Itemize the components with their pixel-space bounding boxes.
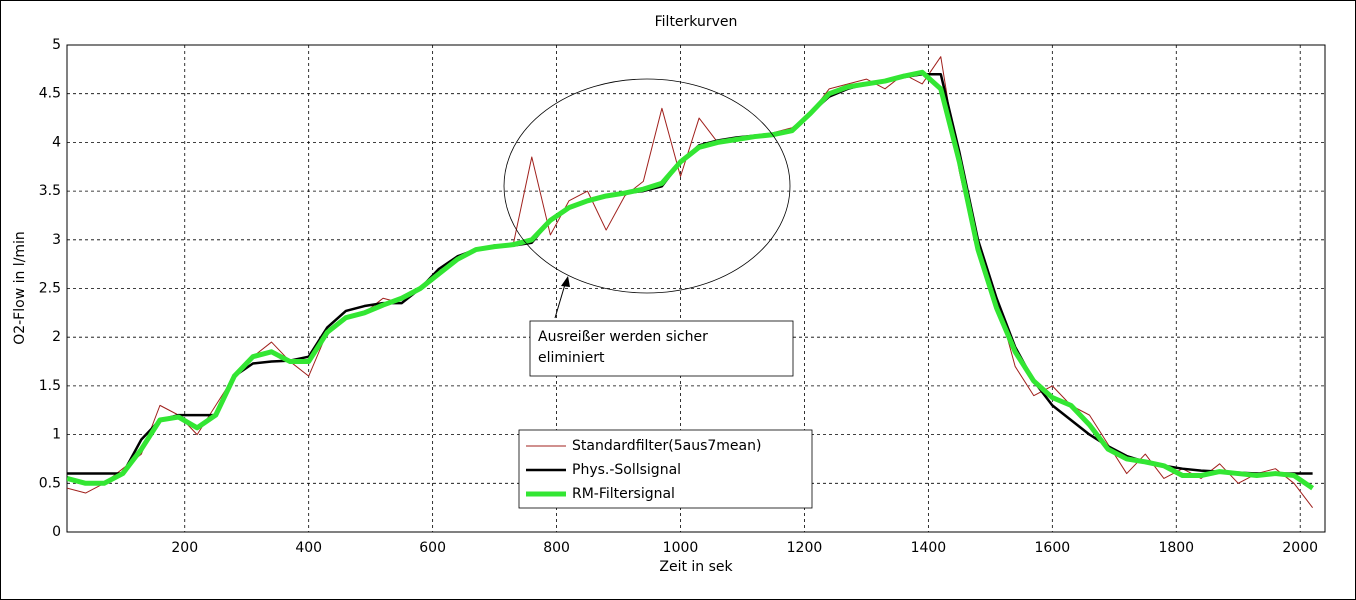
y-tick-label: 1 xyxy=(52,427,61,443)
y-tick-label: 4 xyxy=(52,134,61,150)
x-tick-label: 1600 xyxy=(1035,540,1071,556)
plot-border xyxy=(66,44,1326,533)
y-tick-label: 2 xyxy=(52,329,61,345)
annotation-text: eliminiert xyxy=(538,350,605,366)
x-tick-label: 800 xyxy=(543,540,570,556)
series-line xyxy=(67,56,1314,508)
arrow-head xyxy=(561,276,570,287)
y-axis-label: O2-Flow in l/min xyxy=(12,231,28,345)
y-tick-label: 2.5 xyxy=(39,281,61,297)
y-tick-label: 0 xyxy=(52,524,61,540)
chart-title: Filterkurven xyxy=(655,14,738,30)
x-tick-label: 1800 xyxy=(1158,540,1194,556)
annotation-text: Ausreißer werden sicher xyxy=(538,329,708,345)
x-tick-label: 1400 xyxy=(911,540,947,556)
annotation-arrow xyxy=(554,280,567,319)
legend-label: Standardfilter(5aus7mean) xyxy=(572,438,761,454)
annotation-box xyxy=(529,320,794,377)
y-tick-label: 3.5 xyxy=(39,183,61,199)
x-tick-label: 200 xyxy=(171,540,198,556)
x-tick-label: 400 xyxy=(295,540,322,556)
legend-label: RM-Filtersignal xyxy=(572,486,675,502)
y-tick-label: 0.5 xyxy=(39,475,61,491)
y-tick-label: 1.5 xyxy=(39,378,61,394)
x-tick-label: 600 xyxy=(419,540,446,556)
x-tick-label: 1200 xyxy=(787,540,823,556)
annotation-ellipse xyxy=(503,78,791,294)
legend-label: Phys.-Sollsignal xyxy=(572,462,681,478)
x-tick-label: 1000 xyxy=(663,540,699,556)
x-axis-label: Zeit in sek xyxy=(659,559,733,575)
legend-box xyxy=(518,429,813,509)
y-tick-label: 5 xyxy=(52,37,61,53)
y-tick-label: 3 xyxy=(52,232,61,248)
x-tick-label: 2000 xyxy=(1282,540,1318,556)
y-tick-label: 4.5 xyxy=(39,86,61,102)
series-line xyxy=(67,69,1315,491)
